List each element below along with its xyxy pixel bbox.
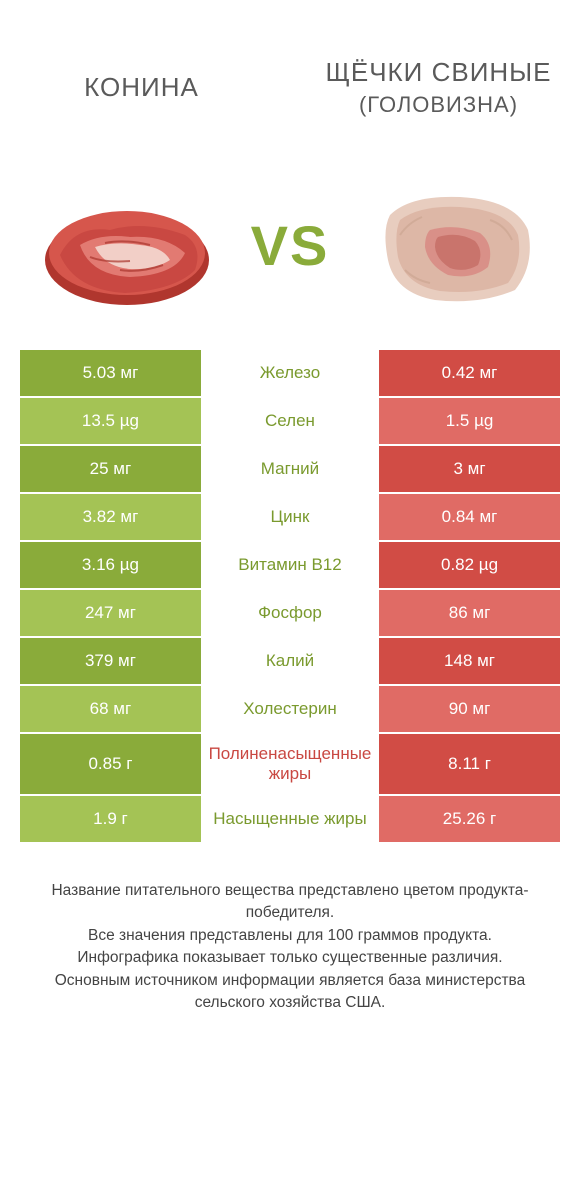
nutrient-label: Витамин B12: [201, 542, 379, 588]
nutrition-table: 5.03 мгЖелезо0.42 мг13.5 µgСелен1.5 µg25…: [0, 350, 580, 844]
value-right: 86 мг: [379, 590, 560, 636]
nutrient-label: Полиненасыщенные жиры: [201, 734, 379, 794]
footer-line: Название питательного вещества представл…: [24, 880, 556, 925]
table-row: 1.9 гНасыщенные жиры25.26 г: [20, 796, 560, 844]
nutrient-label: Фосфор: [201, 590, 379, 636]
meat-right-icon: [360, 175, 545, 315]
nutrient-label: Цинк: [201, 494, 379, 540]
table-row: 5.03 мгЖелезо0.42 мг: [20, 350, 560, 398]
header-right: ЩЁЧКИ СВИНЫЕ (ГОЛОВИЗНА): [317, 57, 560, 118]
footer: Название питательного вещества представл…: [0, 844, 580, 1015]
table-row: 0.85 гПолиненасыщенные жиры8.11 г: [20, 734, 560, 796]
value-left: 3.82 мг: [20, 494, 201, 540]
value-right: 25.26 г: [379, 796, 560, 842]
value-left: 3.16 µg: [20, 542, 201, 588]
nutrient-label: Магний: [201, 446, 379, 492]
value-right: 1.5 µg: [379, 398, 560, 444]
table-row: 379 мгКалий148 мг: [20, 638, 560, 686]
footer-line: Все значения представлены для 100 граммо…: [24, 925, 556, 947]
value-left: 247 мг: [20, 590, 201, 636]
table-row: 3.82 мгЦинк0.84 мг: [20, 494, 560, 542]
value-left: 25 мг: [20, 446, 201, 492]
value-right: 0.84 мг: [379, 494, 560, 540]
nutrient-label: Железо: [201, 350, 379, 396]
value-left: 13.5 µg: [20, 398, 201, 444]
footer-line: Основным источником информации является …: [24, 970, 556, 1015]
value-right: 3 мг: [379, 446, 560, 492]
value-left: 5.03 мг: [20, 350, 201, 396]
table-row: 13.5 µgСелен1.5 µg: [20, 398, 560, 446]
table-row: 68 мгХолестерин90 мг: [20, 686, 560, 734]
value-right: 90 мг: [379, 686, 560, 732]
food-image-right: [360, 175, 545, 315]
value-left: 0.85 г: [20, 734, 201, 794]
value-left: 68 мг: [20, 686, 201, 732]
table-row: 247 мгФосфор86 мг: [20, 590, 560, 638]
header: КОНИНА ЩЁЧКИ СВИНЫЕ (ГОЛОВИЗНА): [0, 0, 580, 160]
nutrient-label: Холестерин: [201, 686, 379, 732]
nutrient-label: Селен: [201, 398, 379, 444]
table-row: 25 мгМагний3 мг: [20, 446, 560, 494]
title-right: ЩЁЧКИ СВИНЫЕ: [317, 57, 560, 88]
table-row: 3.16 µgВитамин B120.82 µg: [20, 542, 560, 590]
value-right: 8.11 г: [379, 734, 560, 794]
nutrient-label: Калий: [201, 638, 379, 684]
vs-label: VS: [251, 213, 330, 278]
food-image-left: [35, 175, 220, 315]
header-left: КОНИНА: [20, 72, 263, 103]
value-right: 0.82 µg: [379, 542, 560, 588]
value-left: 1.9 г: [20, 796, 201, 842]
meat-left-icon: [35, 175, 220, 315]
value-left: 379 мг: [20, 638, 201, 684]
title-left: КОНИНА: [20, 72, 263, 103]
vs-row: VS: [0, 160, 580, 350]
footer-line: Инфографика показывает только существенн…: [24, 947, 556, 969]
nutrient-label: Насыщенные жиры: [201, 796, 379, 842]
value-right: 0.42 мг: [379, 350, 560, 396]
value-right: 148 мг: [379, 638, 560, 684]
subtitle-right: (ГОЛОВИЗНА): [317, 92, 560, 118]
